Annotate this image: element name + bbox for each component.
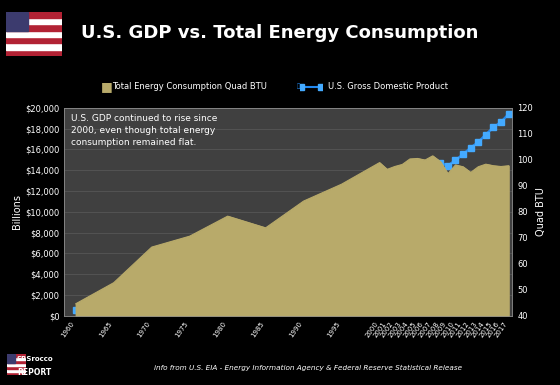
- Bar: [6, 24, 62, 30]
- Bar: [7, 357, 26, 360]
- Text: info from U.S. EIA - Energy Information Agency & Federal Reserve Statistical Rel: info from U.S. EIA - Energy Information …: [154, 365, 462, 371]
- Text: ⬛: ⬛: [297, 84, 300, 89]
- Bar: [6, 43, 62, 50]
- Text: SRSrocco: SRSrocco: [16, 356, 53, 362]
- Bar: [7, 360, 26, 363]
- Text: REPORT: REPORT: [17, 368, 52, 377]
- Text: U.S. GDP vs. Total Energy Consumption: U.S. GDP vs. Total Energy Consumption: [81, 24, 479, 42]
- Bar: [7, 363, 26, 366]
- Y-axis label: Billions: Billions: [12, 194, 22, 229]
- Text: ■: ■: [101, 80, 113, 93]
- Text: U.S GDP: U.S GDP: [420, 199, 475, 212]
- Text: U.S. Energy
Consumption: U.S. Energy Consumption: [422, 258, 504, 280]
- Bar: [7, 369, 26, 372]
- Text: Total Energy Consumption Quad BTU: Total Energy Consumption Quad BTU: [112, 82, 267, 91]
- Bar: [6, 30, 62, 37]
- Bar: [7, 372, 26, 375]
- Bar: [7, 354, 15, 363]
- Bar: [6, 12, 62, 18]
- Bar: [7, 366, 26, 369]
- Bar: [6, 37, 62, 43]
- Bar: [7, 354, 26, 357]
- Text: U.S. Gross Domestic Product: U.S. Gross Domestic Product: [328, 82, 447, 91]
- Bar: [6, 50, 62, 56]
- Y-axis label: Quad BTU: Quad BTU: [536, 187, 546, 236]
- Text: U.S. GDP continued to rise since
2000, even though total energy
consumption rema: U.S. GDP continued to rise since 2000, e…: [71, 114, 217, 147]
- Bar: [6, 18, 62, 24]
- Bar: [6, 12, 28, 30]
